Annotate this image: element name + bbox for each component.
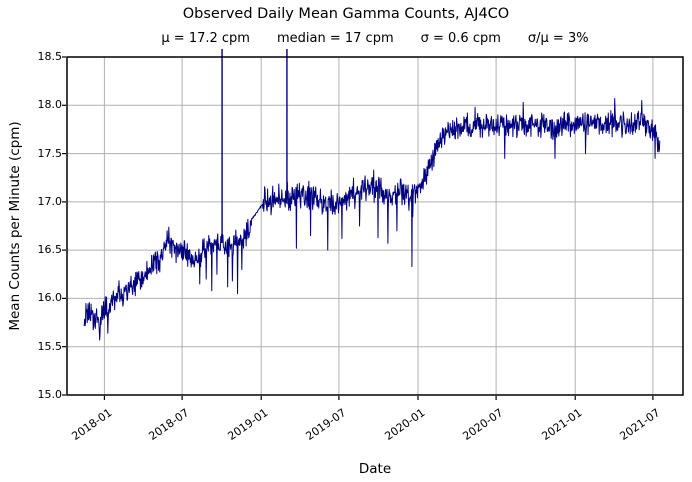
subtitle-stat-mu: μ = 17.2 cpm (161, 31, 250, 46)
y-tick-label: 16.0 (37, 291, 63, 304)
chart-subtitle: μ = 17.2 cpm median = 17 cpm σ = 0.6 cpm… (67, 31, 683, 46)
y-tick-label: 17.0 (37, 195, 63, 208)
subtitle-stat-sigma: σ = 0.6 cpm (420, 31, 501, 46)
y-tick-label: 18.5 (37, 50, 63, 63)
y-tick-label: 17.5 (37, 147, 63, 160)
subtitle-stat-ratio: σ/μ = 3% (527, 31, 589, 46)
y-tick-label: 18.0 (37, 98, 63, 111)
chart-title: Observed Daily Mean Gamma Counts, AJ4CO (182, 6, 510, 22)
x-axis-label: Date (358, 461, 392, 477)
y-tick-label: 15.5 (37, 340, 63, 353)
y-tick-label: 15.0 (37, 388, 63, 401)
y-tick-label: 16.5 (37, 243, 63, 256)
subtitle-stat-median: median = 17 cpm (276, 31, 394, 46)
